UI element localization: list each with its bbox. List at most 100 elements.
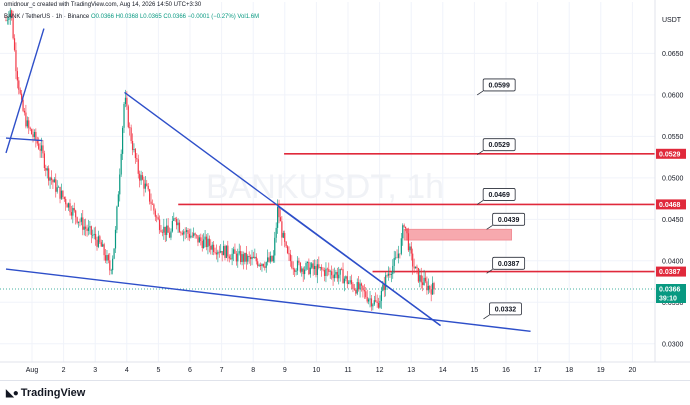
time-tick: 19	[597, 367, 605, 374]
candle-body	[107, 255, 109, 261]
candle-body	[195, 234, 198, 236]
candle-body	[163, 226, 165, 233]
time-axis[interactable]: Aug 2 3 4 5 6 7 8 9 10 11 12 13 14 15 16 17 18 19 20	[26, 367, 637, 374]
candle-body	[220, 251, 222, 253]
callout-box[interactable]	[482, 138, 516, 152]
candle-body	[345, 276, 347, 279]
price-chart[interactable]: BANKUSDT, 1h 0.05990.05290.04690.04390.0…	[0, 0, 690, 380]
candle-body	[350, 280, 353, 285]
candle-body	[171, 220, 173, 232]
candle-body	[21, 93, 23, 100]
candle-body	[55, 179, 57, 192]
candle-body	[153, 204, 155, 211]
candle-body	[429, 285, 431, 290]
candle-body	[65, 198, 67, 205]
candle-body	[69, 203, 71, 213]
candle-body	[63, 197, 65, 199]
price-tick: 0.0300	[662, 341, 684, 348]
candle-body	[389, 273, 391, 275]
callout-box[interactable]	[492, 256, 526, 270]
candle-body	[359, 283, 361, 290]
candle-body	[376, 301, 378, 303]
candle-body	[360, 283, 363, 286]
candle-body	[288, 253, 290, 255]
candle-body	[349, 280, 351, 283]
candle-body	[372, 304, 374, 307]
price-tick: 0.0550	[662, 134, 684, 141]
time-tick: 14	[439, 367, 447, 374]
candle-body	[109, 260, 111, 271]
candle-body	[289, 254, 291, 262]
candle-body	[433, 283, 435, 290]
candle-body	[208, 238, 210, 246]
candle-body	[160, 230, 162, 232]
candle-body	[9, 10, 11, 19]
candle-body	[120, 153, 122, 175]
candle-body	[244, 252, 246, 262]
candle-body	[19, 89, 21, 94]
candle-body	[231, 253, 233, 260]
callout-box[interactable]	[482, 188, 516, 201]
candle-body	[117, 194, 119, 207]
candle-body	[385, 275, 387, 290]
candle-body	[328, 269, 330, 272]
callout-box[interactable]	[482, 78, 516, 92]
candle-body	[422, 282, 424, 286]
candle-body	[377, 302, 380, 308]
candle-body	[382, 284, 384, 291]
candle-body	[177, 222, 179, 226]
trendline[interactable]	[277, 205, 441, 327]
candle-body	[355, 289, 357, 294]
candle-body	[184, 231, 186, 233]
candle-body	[87, 227, 90, 231]
candle-body	[397, 253, 400, 258]
candle-body	[106, 255, 108, 261]
candle-body	[375, 300, 377, 302]
candle-body	[174, 218, 176, 219]
price-axis[interactable]: 0.0650 0.0600 0.0550 0.0500 0.0450 0.0400 0.03…	[662, 51, 684, 348]
price-tick: 0.0400	[662, 258, 684, 265]
candle-body	[326, 268, 328, 270]
candle-body	[187, 230, 189, 234]
candle-body	[134, 149, 137, 159]
candle-body	[225, 245, 228, 258]
candle-body	[409, 246, 411, 251]
candle-body	[268, 257, 270, 262]
candle-body	[45, 168, 47, 171]
candle-body	[170, 231, 172, 238]
brand-logo[interactable]: ◣● TradingView	[6, 387, 85, 399]
candle-body	[352, 284, 354, 290]
candle-body	[215, 252, 218, 255]
trendline[interactable]	[5, 268, 531, 333]
trendline[interactable]	[5, 28, 45, 154]
symbol-legend[interactable]: BANK / TetherUS · 1h · Binance O0.0366 H…	[4, 14, 259, 20]
candle-body	[75, 210, 77, 218]
candle-body	[342, 269, 344, 284]
callout-label: 0.0469	[488, 192, 510, 199]
candle-body	[235, 253, 237, 262]
trendline[interactable]	[5, 137, 43, 142]
candle-body	[380, 290, 383, 301]
candle-body	[86, 228, 88, 231]
ohlc-values: O0.0366 H0.0368 L0.0365 C0.0366 −0.0001 …	[90, 14, 260, 20]
candle-body	[130, 127, 132, 142]
candle-body	[413, 266, 415, 269]
candle-body	[272, 255, 274, 262]
candle-body	[258, 264, 260, 266]
callout-box[interactable]	[489, 302, 522, 316]
price-tick: 0.0350	[662, 300, 684, 307]
candle-body	[221, 251, 223, 256]
candle-body	[156, 216, 158, 218]
time-tick: 11	[344, 367, 351, 374]
candle-body	[8, 18, 10, 20]
candle-body	[62, 190, 64, 198]
candle-body	[420, 275, 422, 283]
callout-box[interactable]	[492, 212, 526, 226]
candle-body	[201, 241, 203, 248]
currency-label: USDT	[662, 17, 682, 24]
candle-body	[322, 269, 324, 271]
candle-body	[200, 237, 202, 242]
callout-label: 0.0332	[495, 306, 517, 313]
candle-body	[136, 158, 138, 160]
candle-body	[203, 239, 205, 248]
